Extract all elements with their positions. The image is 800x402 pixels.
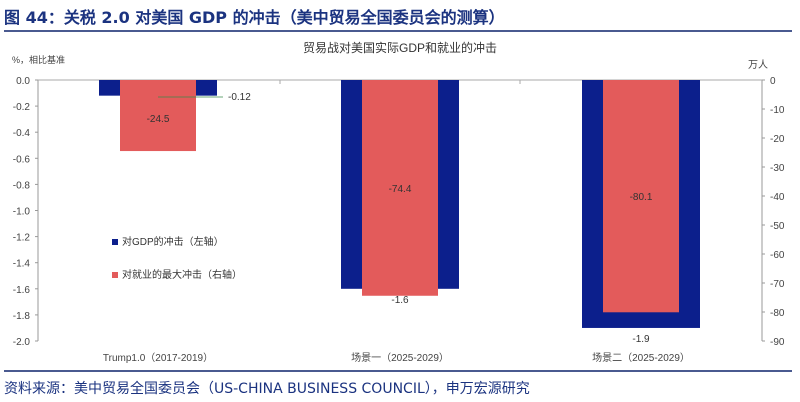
title-divider [4, 30, 792, 32]
employment-bar [603, 80, 679, 313]
right-tick-label: -60 [770, 250, 785, 261]
legend-swatch-gdp [112, 239, 118, 245]
right-tick-label: -40 [770, 192, 785, 203]
left-axis-label: %，相比基准 [12, 54, 65, 65]
gdp-data-label: -1.9 [632, 334, 650, 345]
chart-title: 贸易战对美国实际GDP和就业的冲击 [303, 40, 497, 55]
employment-bar [120, 80, 196, 152]
left-tick-label: -1.0 [13, 207, 31, 218]
category-label: Trump1.0（2017-2019） [103, 352, 213, 364]
right-tick-label: 0 [770, 76, 776, 87]
left-tick-label: -1.8 [13, 311, 31, 322]
legend-label-employment: 对就业的最大冲击（右轴） [122, 268, 242, 281]
figure-title: 图 44：关税 2.0 对美国 GDP 的冲击（美中贸易全国委员会的测算） [4, 8, 505, 27]
gdp-data-label: -1.6 [391, 295, 409, 306]
employment-data-label: -24.5 [147, 114, 170, 125]
source-note: 资料来源：美中贸易全国委员会（US-CHINA BUSINESS COUNCIL… [4, 381, 530, 397]
left-tick-label: -2.0 [13, 337, 31, 348]
right-tick-label: -10 [770, 105, 785, 116]
gdp-data-label: -0.12 [228, 92, 251, 103]
employment-data-label: -80.1 [630, 192, 653, 203]
left-tick-label: 0.0 [16, 76, 30, 87]
right-tick-label: -30 [770, 163, 785, 174]
employment-data-label: -74.4 [389, 184, 412, 195]
employment-bar [362, 80, 438, 296]
legend-label-gdp: 对GDP的冲击（左轴） [122, 235, 224, 248]
left-tick-label: -1.6 [13, 285, 31, 296]
left-tick-label: -0.8 [13, 180, 31, 191]
right-tick-label: -90 [770, 337, 785, 348]
left-tick-label: -0.4 [13, 128, 31, 139]
right-tick-label: -80 [770, 308, 785, 319]
right-tick-label: -20 [770, 134, 785, 145]
category-label: 场景一（2025-2029） [351, 351, 449, 364]
left-tick-label: -0.6 [13, 154, 31, 165]
left-tick-label: -0.2 [13, 102, 31, 113]
left-tick-label: -1.2 [13, 233, 31, 244]
source-divider [4, 370, 792, 372]
right-tick-label: -70 [770, 279, 785, 290]
right-axis-label: 万人 [748, 59, 768, 71]
left-tick-label: -1.4 [13, 259, 31, 270]
legend-swatch-employment [112, 272, 118, 278]
right-tick-label: -50 [770, 221, 785, 232]
category-label: 场景二（2025-2029） [592, 351, 690, 364]
